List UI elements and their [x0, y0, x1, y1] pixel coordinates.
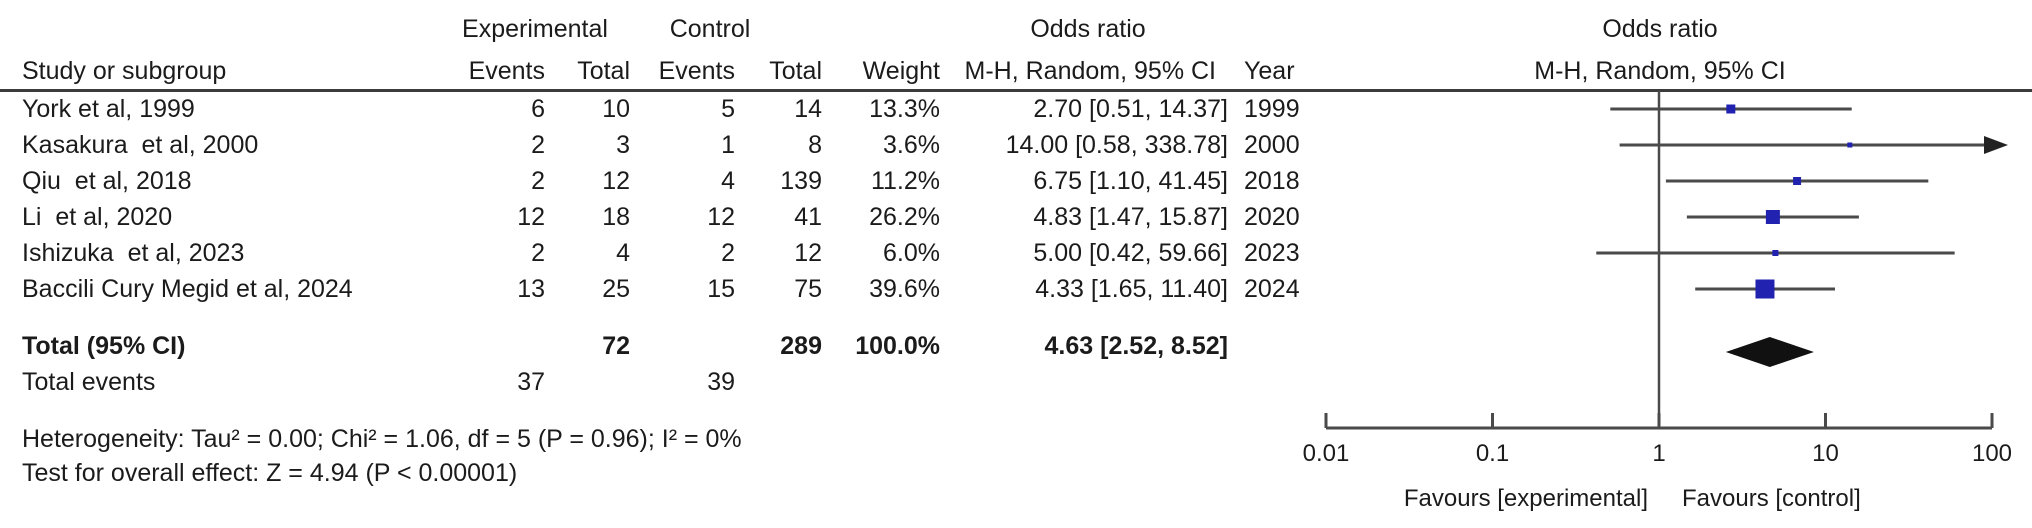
- row-1-ctrl-events: 1: [721, 131, 735, 159]
- row-4-weight: 6.0%: [883, 239, 940, 267]
- row-3-year: 2020: [1244, 203, 1300, 231]
- total-or-ci: 4.63 [2.52, 8.52]: [1044, 332, 1228, 360]
- row-2-ctrl-events: 4: [721, 167, 735, 195]
- row-3-ctrl-total: 41: [794, 203, 822, 231]
- header-study: Study or subgroup: [22, 57, 227, 85]
- plot-title: Odds ratio: [1602, 15, 1718, 43]
- or-marker-5: [1755, 279, 1775, 299]
- or-marker-1: [1847, 142, 1853, 148]
- total-ctrl-total: 289: [780, 332, 822, 360]
- row-2-exp-events: 2: [531, 167, 545, 195]
- overall-effect-line: Test for overall effect: Z = 4.94 (P < 0…: [22, 459, 518, 487]
- row-1-or-ci: 14.00 [0.58, 338.78]: [1005, 131, 1228, 159]
- row-4-ctrl-events: 2: [721, 239, 735, 267]
- x-tick-label: 0.01: [1303, 440, 1350, 467]
- row-0-exp-events: 6: [531, 95, 545, 123]
- row-1-ctrl-total: 8: [808, 131, 822, 159]
- total-weight: 100.0%: [855, 332, 940, 360]
- header-weight: Weight: [862, 57, 940, 85]
- row-1-exp-events: 2: [531, 131, 545, 159]
- row-3-ctrl-events: 12: [707, 203, 735, 231]
- row-2-year: 2018: [1244, 167, 1300, 195]
- row-0-or-ci: 2.70 [0.51, 14.37]: [1033, 95, 1228, 123]
- header-group-experimental: Experimental: [462, 15, 608, 43]
- row-3-weight: 26.2%: [869, 203, 940, 231]
- header-ctrl-events: Events: [658, 57, 735, 85]
- row-3-or-ci: 4.83 [1.47, 15.87]: [1033, 203, 1228, 231]
- row-5-weight: 39.6%: [869, 275, 940, 303]
- ci-arrow-right-1: [1984, 136, 2008, 154]
- x-tick-label: 0.1: [1476, 440, 1509, 467]
- row-0-weight: 13.3%: [869, 95, 940, 123]
- header-ctrl-total: Total: [769, 57, 822, 85]
- row-4-exp-total: 4: [616, 239, 630, 267]
- row-4-year: 2023: [1244, 239, 1300, 267]
- plot-subtitle: M-H, Random, 95% CI: [1534, 57, 1786, 85]
- header-exp-total: Total: [577, 57, 630, 85]
- row-0-ctrl-total: 14: [794, 95, 822, 123]
- row-1-year: 2000: [1244, 131, 1300, 159]
- row-5-exp-events: 13: [517, 275, 545, 303]
- total-events-ctrl: 39: [707, 368, 735, 396]
- row-3-study-name: Li et al, 2020: [22, 203, 173, 231]
- row-0-exp-total: 10: [602, 95, 630, 123]
- total-exp-total: 72: [602, 332, 630, 360]
- favours-experimental-label: Favours [experimental]: [1404, 485, 1648, 512]
- or-marker-2: [1793, 177, 1802, 185]
- x-tick-label: 100: [1972, 440, 2012, 467]
- header-year: Year: [1244, 57, 1295, 85]
- row-5-ctrl-total: 75: [794, 275, 822, 303]
- header-mh-random: M-H, Random, 95% CI: [964, 57, 1216, 85]
- row-3-exp-events: 12: [517, 203, 545, 231]
- total-events-exp: 37: [517, 368, 545, 396]
- or-marker-4: [1772, 250, 1779, 256]
- row-0-study-name: York et al, 1999: [22, 95, 195, 123]
- or-marker-0: [1726, 104, 1736, 114]
- row-3-exp-total: 18: [602, 203, 630, 231]
- row-4-or-ci: 5.00 [0.42, 59.66]: [1033, 239, 1228, 267]
- row-2-weight: 11.2%: [870, 167, 940, 195]
- header-group-control: Control: [669, 15, 751, 43]
- x-tick-label: 10: [1812, 440, 1839, 467]
- row-0-ctrl-events: 5: [721, 95, 735, 123]
- pooled-diamond: [1725, 337, 1814, 367]
- heterogeneity-line: Heterogeneity: Tau² = 0.00; Chi² = 1.06,…: [22, 425, 742, 453]
- row-1-study-name: Kasakura et al, 2000: [22, 131, 259, 159]
- header-separator-line: [0, 89, 2032, 92]
- total-events-label: Total events: [22, 368, 156, 396]
- row-2-exp-total: 12: [602, 167, 630, 195]
- row-4-ctrl-total: 12: [794, 239, 822, 267]
- row-2-or-ci: 6.75 [1.10, 41.45]: [1033, 167, 1228, 195]
- row-2-ctrl-total: 139: [780, 167, 822, 195]
- header-odds-ratio-text-column: Odds ratio: [1030, 15, 1146, 43]
- row-5-or-ci: 4.33 [1.65, 11.40]: [1035, 275, 1228, 303]
- header-exp-events: Events: [468, 57, 545, 85]
- row-5-exp-total: 25: [602, 275, 630, 303]
- total-row-label: Total (95% CI): [22, 332, 186, 360]
- row-1-exp-total: 3: [616, 131, 630, 159]
- row-4-study-name: Ishizuka et al, 2023: [22, 239, 245, 267]
- row-4-exp-events: 2: [531, 239, 545, 267]
- or-marker-3: [1765, 210, 1780, 224]
- row-0-year: 1999: [1244, 95, 1300, 123]
- row-1-weight: 3.6%: [883, 131, 940, 159]
- row-5-year: 2024: [1244, 275, 1300, 303]
- x-tick-label: 1: [1652, 440, 1665, 467]
- row-5-study-name: Baccili Cury Megid et al, 2024: [22, 275, 353, 303]
- row-5-ctrl-events: 15: [707, 275, 735, 303]
- favours-control-label: Favours [control]: [1682, 485, 1861, 512]
- row-2-study-name: Qiu et al, 2018: [22, 167, 192, 195]
